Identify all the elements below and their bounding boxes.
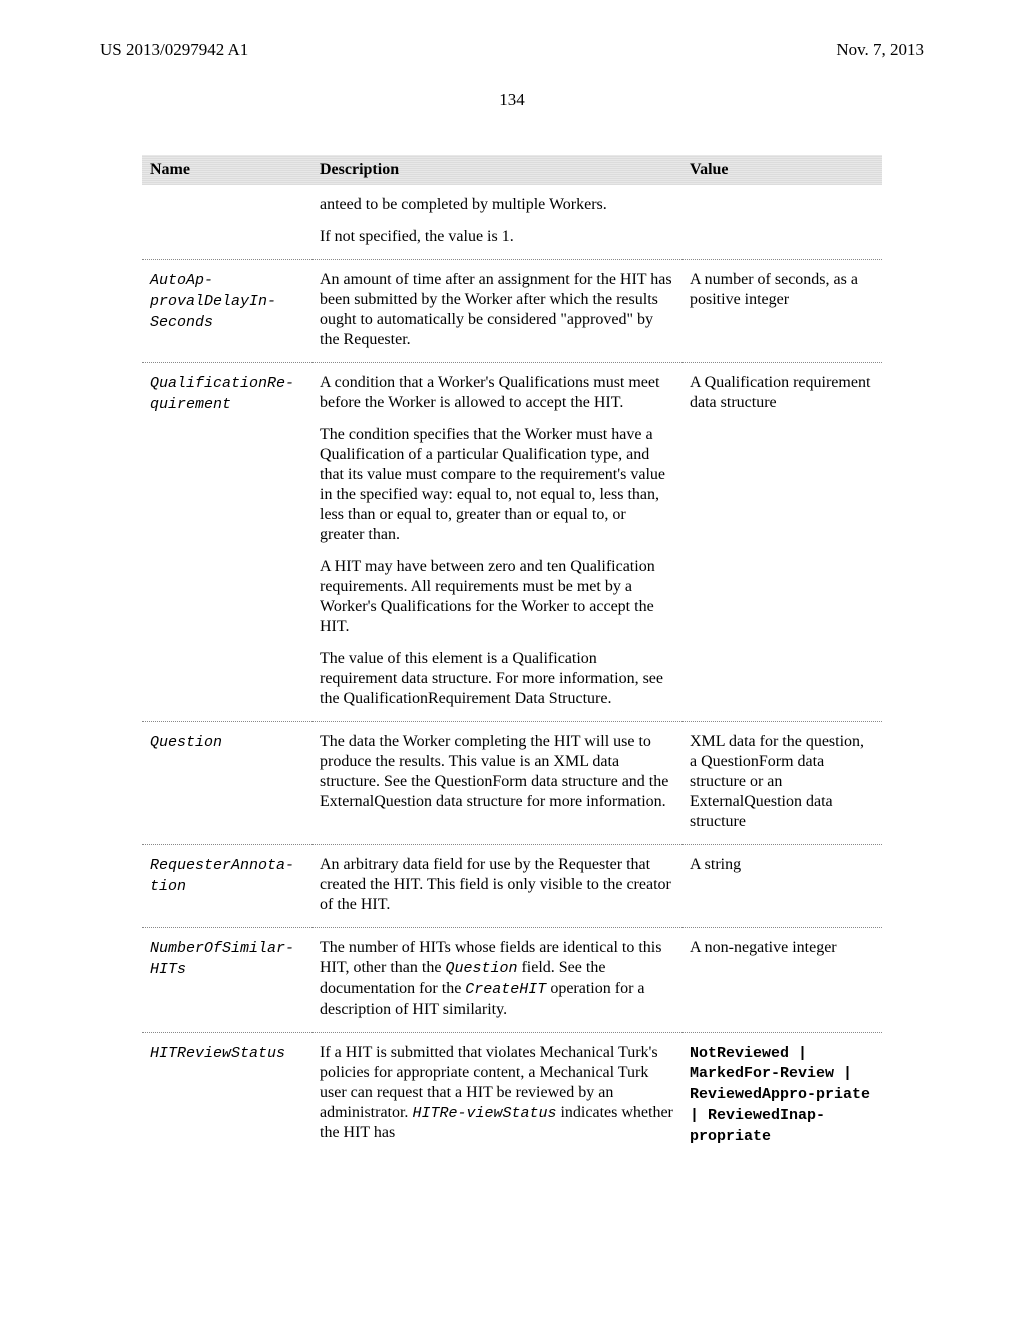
doc-date: Nov. 7, 2013 — [836, 40, 924, 60]
cell-name: AutoAp-provalDelayIn-Seconds — [142, 260, 312, 363]
cell-description: A condition that a Worker's Qualificatio… — [312, 363, 682, 722]
page-header: US 2013/0297942 A1 Nov. 7, 2013 — [60, 40, 964, 60]
data-table: Name Description Value anteed to be comp… — [142, 155, 882, 1158]
cell-name: RequesterAnnota-tion — [142, 845, 312, 928]
cell-description: The data the Worker completing the HIT w… — [312, 722, 682, 845]
cell-description: anteed to be completed by multiple Worke… — [312, 185, 682, 260]
cell-value: A Qualification requirement data structu… — [682, 363, 882, 722]
col-header-name: Name — [142, 155, 312, 185]
doc-id: US 2013/0297942 A1 — [100, 40, 248, 60]
cell-description: If a HIT is submitted that violates Mech… — [312, 1032, 682, 1158]
page-number: 134 — [60, 90, 964, 110]
cell-name: QualificationRe-quirement — [142, 363, 312, 722]
cell-name: Question — [142, 722, 312, 845]
table-row: NumberOfSimilar-HITs The number of HITs … — [142, 928, 882, 1033]
cell-description: The number of HITs whose fields are iden… — [312, 928, 682, 1033]
cell-description: An amount of time after an assignment fo… — [312, 260, 682, 363]
cell-value: A non-negative integer — [682, 928, 882, 1033]
cell-name — [142, 185, 312, 260]
cell-name: HITReviewStatus — [142, 1032, 312, 1158]
col-header-description: Description — [312, 155, 682, 185]
page: US 2013/0297942 A1 Nov. 7, 2013 134 Name… — [0, 0, 1024, 1198]
cell-value: A string — [682, 845, 882, 928]
col-header-value: Value — [682, 155, 882, 185]
cell-value: XML data for the question, a QuestionFor… — [682, 722, 882, 845]
table-row: Question The data the Worker completing … — [142, 722, 882, 845]
cell-value: NotReviewed | MarkedFor-Review | Reviewe… — [682, 1032, 882, 1158]
cell-description: An arbitrary data field for use by the R… — [312, 845, 682, 928]
cell-value: A number of seconds, as a positive integ… — [682, 260, 882, 363]
cell-value — [682, 185, 882, 260]
table-row: AutoAp-provalDelayIn-Seconds An amount o… — [142, 260, 882, 363]
table-row: RequesterAnnota-tion An arbitrary data f… — [142, 845, 882, 928]
table-header-row: Name Description Value — [142, 155, 882, 185]
table-row: QualificationRe-quirement A condition th… — [142, 363, 882, 722]
table-row: HITReviewStatus If a HIT is submitted th… — [142, 1032, 882, 1158]
table-row: anteed to be completed by multiple Worke… — [142, 185, 882, 260]
cell-name: NumberOfSimilar-HITs — [142, 928, 312, 1033]
